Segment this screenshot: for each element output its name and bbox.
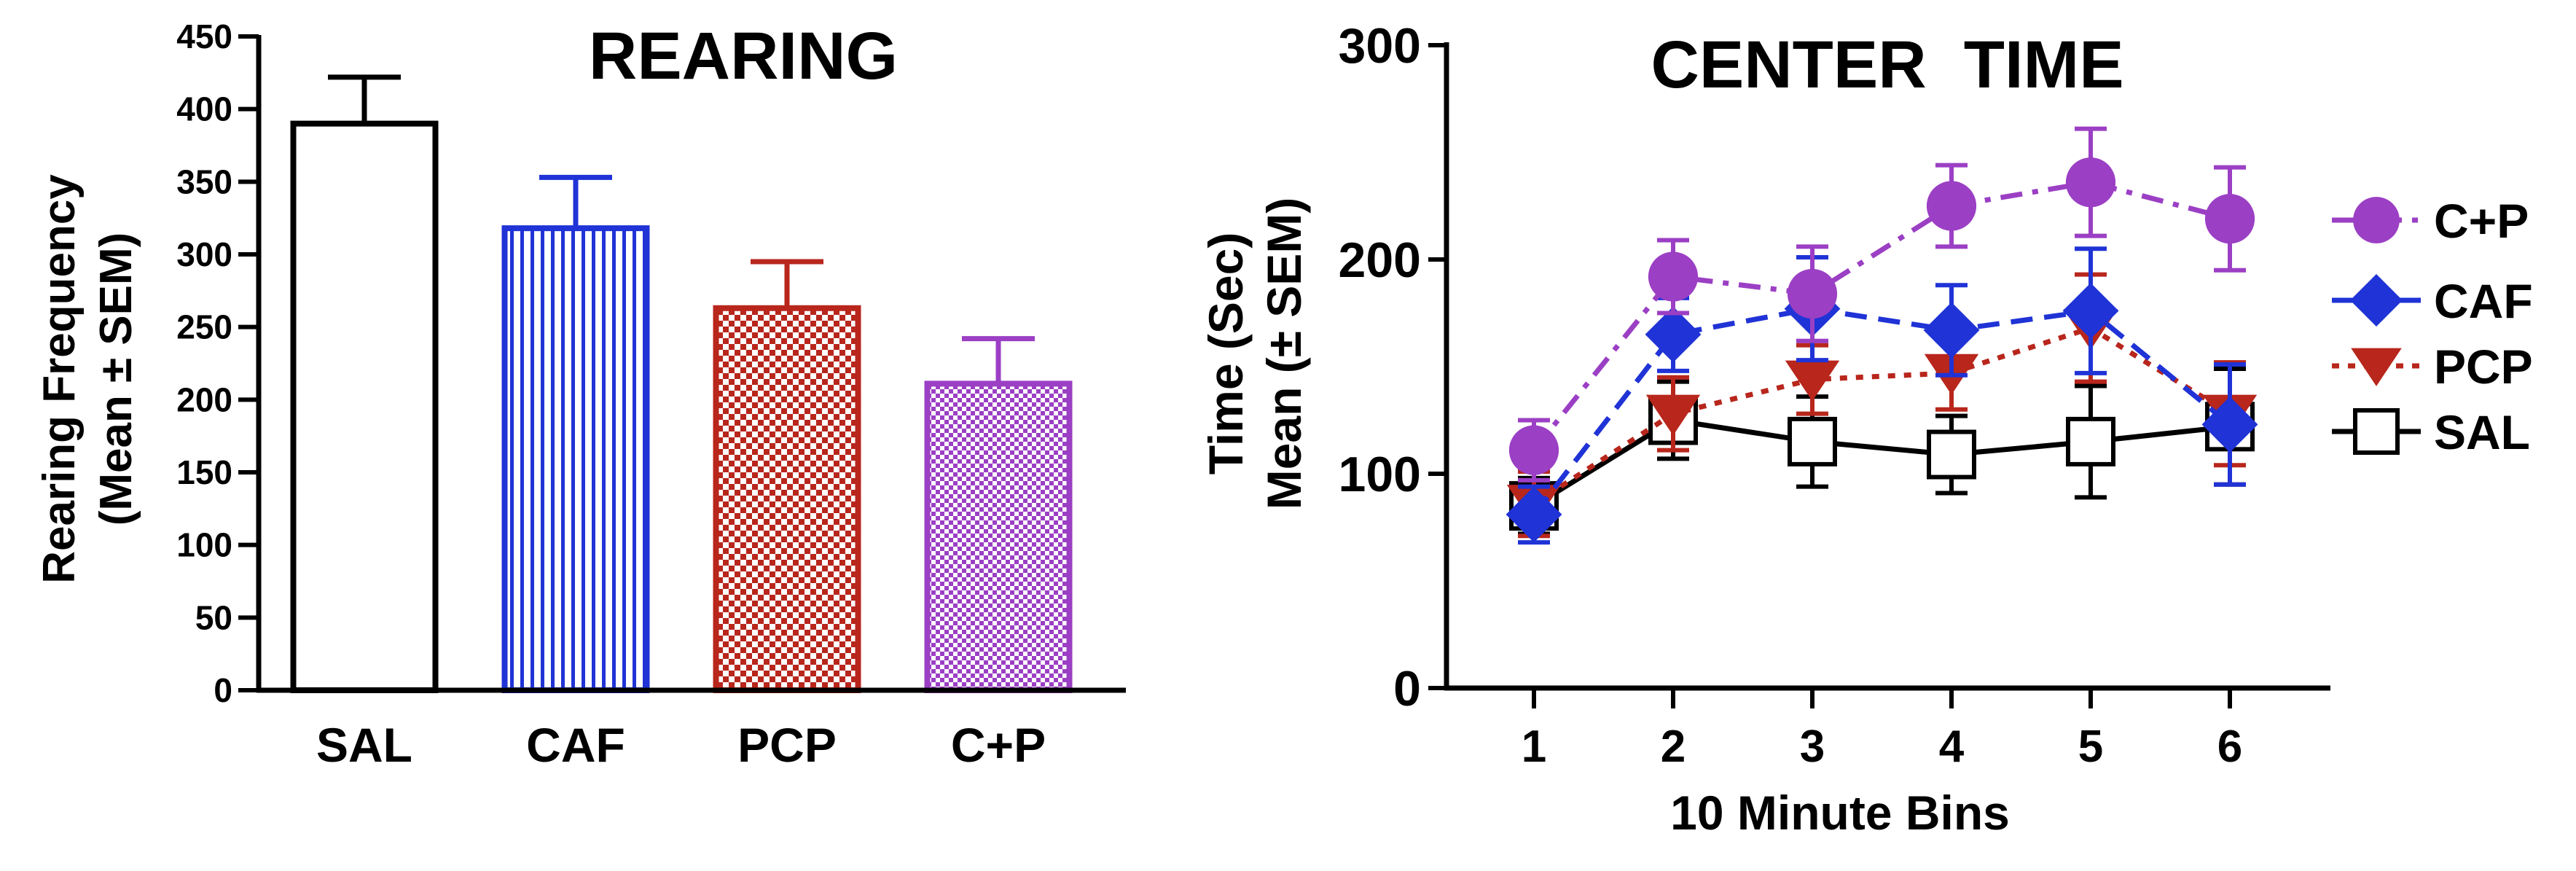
rearing-y-tick-label: 50 bbox=[195, 598, 232, 636]
center-time-y-tick-label: 100 bbox=[1339, 447, 1421, 502]
rearing-y-tick-label: 300 bbox=[176, 235, 232, 273]
point-cp bbox=[1787, 268, 1838, 319]
category-label-caf: CAF bbox=[526, 718, 625, 772]
category-label-cp: C+P bbox=[951, 718, 1046, 772]
legend-item-caf: CAF bbox=[2332, 274, 2533, 328]
series-caf bbox=[1506, 246, 2258, 545]
point-caf bbox=[1923, 302, 1980, 359]
line-pcp bbox=[1532, 325, 2231, 507]
point-cp bbox=[1926, 181, 1977, 231]
point-sal bbox=[1927, 429, 1976, 480]
point-cp bbox=[2065, 157, 2116, 208]
rearing-y-tick-label: 200 bbox=[176, 380, 232, 418]
bar-pcp bbox=[713, 305, 861, 693]
point-cp bbox=[1508, 425, 1559, 475]
series-sal bbox=[1509, 366, 2255, 536]
rearing-ylabel-line1: Rearing Frequency bbox=[34, 174, 85, 584]
legend-label-sal: SAL bbox=[2434, 405, 2530, 459]
center-time-y-tick-label: 200 bbox=[1339, 233, 1421, 288]
rearing-title: REARING bbox=[589, 19, 898, 93]
line-caf bbox=[1532, 306, 2232, 517]
rearing-y-tick-label: 0 bbox=[214, 671, 232, 709]
center-time-y-ticks: 0 100 200 300 bbox=[1339, 18, 1446, 716]
series-cp bbox=[1508, 126, 2255, 483]
legend-label-caf: CAF bbox=[2434, 274, 2533, 328]
center-time-ylabel-line1: Time (Sec) bbox=[1199, 233, 1253, 475]
legend-item-sal: SAL bbox=[2332, 405, 2530, 459]
point-sal bbox=[2066, 416, 2115, 466]
rearing-y-tick-label: 150 bbox=[176, 453, 232, 491]
point-caf bbox=[1506, 486, 1562, 543]
legend: C+P CAF PCP SAL bbox=[2332, 194, 2533, 459]
category-label-pcp: PCP bbox=[737, 718, 837, 772]
bar-caf bbox=[501, 225, 650, 693]
center-time-xlabel: 10 Minute Bins bbox=[1670, 786, 2010, 840]
center-time-x-tick-label: 2 bbox=[1661, 722, 1686, 772]
center-time-x-tick-label: 4 bbox=[1939, 722, 1965, 772]
legend-marker-sal bbox=[2353, 408, 2400, 455]
legend-marker-caf bbox=[2350, 274, 2403, 327]
legend-label-cp: C+P bbox=[2434, 194, 2529, 248]
center-time-x-tick-label: 3 bbox=[1800, 722, 1825, 772]
point-cp bbox=[2204, 194, 2255, 244]
rearing-y-tick-label: 250 bbox=[176, 308, 232, 346]
bar-sal bbox=[290, 120, 439, 694]
point-caf bbox=[2062, 283, 2119, 339]
center-time-x-ticks: 1 2 3 4 5 6 bbox=[1522, 688, 2242, 772]
center-time-x-tick-label: 6 bbox=[2217, 722, 2242, 772]
rearing-y-tick-label: 400 bbox=[176, 90, 232, 128]
rearing-y-tick-label: 100 bbox=[176, 526, 232, 564]
rearing-bars bbox=[290, 74, 1073, 694]
legend-item-cp: C+P bbox=[2332, 194, 2529, 248]
center-time-chart: CENTER TIME Time (Sec) Mean (± SEM) 10 M… bbox=[1199, 18, 2533, 840]
line-sal bbox=[1532, 417, 2231, 509]
rearing-y-tick-label: 350 bbox=[176, 163, 232, 200]
point-pcp bbox=[1645, 394, 1701, 436]
point-caf bbox=[1645, 306, 1702, 363]
point-caf bbox=[2201, 396, 2258, 453]
center-time-series bbox=[1506, 126, 2258, 545]
category-label-sal: SAL bbox=[316, 718, 412, 772]
center-time-x-tick-label: 5 bbox=[2078, 722, 2103, 772]
center-time-title: CENTER TIME bbox=[1651, 28, 2123, 102]
legend-marker-cp bbox=[2353, 197, 2400, 243]
legend-item-pcp: PCP bbox=[2332, 340, 2533, 394]
rearing-y-ticks: 0 50 100 150 200 250 300 350 400 450 bbox=[176, 17, 259, 709]
rearing-chart: REARING Rearing Frequency (Mean ± SEM) 0… bbox=[34, 17, 1126, 772]
center-time-y-tick-label: 300 bbox=[1339, 18, 1421, 74]
rearing-x-labels: SAL CAF PCP C+P bbox=[316, 718, 1046, 772]
line-cp bbox=[1532, 179, 2231, 452]
center-time-y-tick-label: 0 bbox=[1393, 661, 1421, 716]
point-sal bbox=[1788, 416, 1837, 466]
legend-label-pcp: PCP bbox=[2434, 340, 2533, 394]
rearing-y-tick-label: 450 bbox=[176, 17, 232, 55]
point-cp bbox=[1648, 251, 1699, 302]
bar-cp bbox=[924, 380, 1073, 693]
center-time-ylabel-line2: Mean (± SEM) bbox=[1257, 198, 1311, 510]
center-time-x-tick-label: 1 bbox=[1522, 722, 1546, 772]
point-pcp bbox=[1785, 360, 1840, 402]
legend-marker-pcp bbox=[2351, 348, 2402, 386]
rearing-ylabel-line2: (Mean ± SEM) bbox=[91, 233, 141, 526]
